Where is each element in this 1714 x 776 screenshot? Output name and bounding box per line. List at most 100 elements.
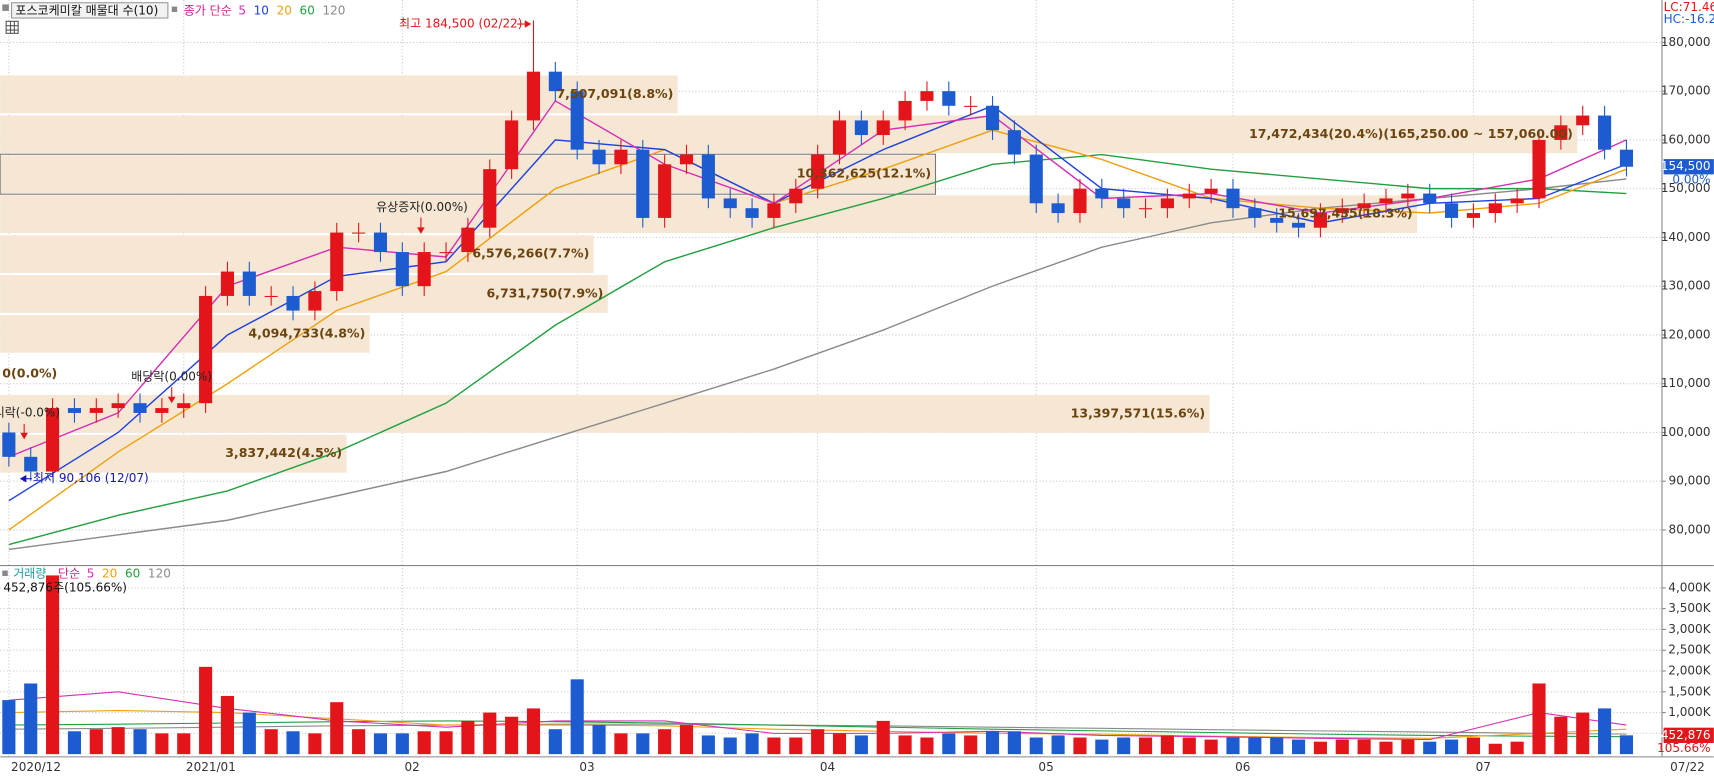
volume-profile-band bbox=[0, 235, 594, 273]
candle-body bbox=[1401, 193, 1415, 199]
candle-body bbox=[614, 149, 628, 165]
x-tick-label: 02 bbox=[405, 760, 420, 774]
current-band-outline bbox=[0, 153, 937, 195]
volume-bar bbox=[614, 733, 628, 755]
x-tick-label: 2021/01 bbox=[186, 760, 236, 774]
volume-bar bbox=[483, 712, 497, 755]
volume-bar bbox=[1117, 737, 1131, 755]
table-icon-frame[interactable] bbox=[5, 20, 19, 34]
legend-entry: 20 bbox=[277, 3, 292, 17]
y-tick-label: 100,000 bbox=[1661, 425, 1711, 439]
candle-body bbox=[417, 252, 431, 287]
annotation-event: 배당락(0.00%) bbox=[131, 370, 212, 384]
volume-bar bbox=[1488, 743, 1502, 755]
volume-bar bbox=[701, 735, 715, 755]
candle-body bbox=[1248, 208, 1262, 218]
y-tick-label: 90,000 bbox=[1669, 474, 1711, 488]
menu-icon[interactable] bbox=[2, 4, 9, 11]
volume-bar bbox=[1335, 739, 1349, 755]
title-box[interactable] bbox=[11, 2, 169, 19]
x-tick-label: 07 bbox=[1476, 760, 1491, 774]
volume-bar bbox=[811, 729, 825, 755]
volume-bar bbox=[1029, 737, 1043, 755]
candle-body bbox=[1313, 213, 1327, 228]
candle-body bbox=[1204, 188, 1218, 194]
candle-body bbox=[308, 291, 322, 311]
volume-bar bbox=[745, 733, 759, 755]
volume-profile-layer bbox=[0, 75, 1578, 473]
volume-bar bbox=[505, 716, 519, 755]
volume-bar bbox=[942, 733, 956, 755]
candle-body bbox=[395, 252, 409, 287]
candle-body bbox=[1619, 149, 1633, 167]
volume-bar bbox=[679, 725, 694, 755]
volume-bar bbox=[89, 729, 103, 755]
candle-body bbox=[1466, 213, 1480, 218]
volume-bar bbox=[1510, 741, 1524, 755]
candle-body bbox=[89, 408, 103, 413]
legend-icon bbox=[2, 570, 8, 576]
band-label: 15,697,435(18.3%) bbox=[1278, 206, 1412, 221]
volume-bar bbox=[46, 575, 60, 755]
candle-body bbox=[373, 232, 388, 253]
candle-body bbox=[1532, 139, 1546, 199]
band-label: 10,362,625(12.1%) bbox=[797, 166, 931, 181]
y-tick-label: 3,000K bbox=[1668, 622, 1711, 636]
band-label: 4,094,733(4.8%) bbox=[248, 325, 365, 340]
annotation-high: 최고 184,500 (02/22) bbox=[399, 17, 522, 31]
y-tick-label: 3,500K bbox=[1668, 601, 1711, 615]
candle-body bbox=[67, 408, 81, 413]
volume-bar bbox=[1291, 739, 1306, 755]
legend-entry: 60 bbox=[300, 3, 315, 17]
candle-body bbox=[658, 164, 672, 218]
volume-bar bbox=[526, 708, 541, 755]
candle-body bbox=[964, 105, 978, 107]
x-tick-label: 05 bbox=[1038, 760, 1053, 774]
volume-bar bbox=[1182, 737, 1196, 755]
y-tick-label: 80,000 bbox=[1669, 522, 1711, 536]
volume-bar bbox=[1532, 683, 1546, 755]
price-tag bbox=[1663, 159, 1714, 175]
volume-profile-band bbox=[0, 315, 370, 353]
volume-bar bbox=[111, 727, 125, 755]
volume-bar bbox=[1445, 739, 1459, 755]
volume-bar bbox=[395, 733, 409, 755]
volume-tag-label: 452,876 bbox=[1661, 728, 1711, 742]
volume-bar bbox=[242, 712, 256, 755]
table-icon[interactable] bbox=[5, 20, 19, 34]
candle-body bbox=[483, 169, 497, 228]
legend-entry: 120 bbox=[148, 566, 171, 580]
candle-body bbox=[199, 295, 213, 404]
volume-bar bbox=[373, 733, 388, 755]
annotation-arrowhead bbox=[167, 396, 176, 404]
volume-bar bbox=[1576, 712, 1590, 755]
candle-body bbox=[1226, 188, 1240, 209]
volume-bar bbox=[1095, 739, 1109, 755]
y-tick-label: 180,000 bbox=[1661, 35, 1711, 49]
candle-layer bbox=[2, 20, 1633, 755]
volume-bar bbox=[220, 695, 235, 755]
volume-legend-method: 단순 bbox=[58, 566, 80, 580]
candle-body bbox=[1182, 193, 1196, 199]
volume-bar bbox=[1007, 731, 1021, 755]
price-tag-label: 154,500 bbox=[1661, 159, 1711, 173]
y-tick-label: 160,000 bbox=[1661, 132, 1711, 146]
candle-body bbox=[985, 105, 1000, 131]
volume-profile-band bbox=[0, 115, 1578, 154]
hc-indicator: HC:-16.20 bbox=[1664, 12, 1714, 26]
volume-bar bbox=[898, 735, 912, 755]
moving-average-line bbox=[8, 129, 1627, 531]
volume-bar bbox=[592, 725, 606, 755]
chart-title[interactable]: 포스코케미칼 매물대 수(10) bbox=[15, 3, 158, 17]
candle-body bbox=[1488, 203, 1502, 214]
volume-bar bbox=[67, 731, 81, 755]
candle-body bbox=[548, 71, 562, 92]
y-tick-label: 2,000K bbox=[1668, 664, 1711, 678]
volume-bar bbox=[1270, 737, 1284, 755]
candle-body bbox=[1051, 203, 1065, 214]
volume-bar bbox=[24, 683, 38, 755]
volume-bar bbox=[548, 729, 562, 755]
legend-entry: 120 bbox=[323, 3, 346, 17]
x-tick-label: 03 bbox=[579, 760, 594, 774]
legend-label: 종가 단순 bbox=[184, 3, 232, 17]
